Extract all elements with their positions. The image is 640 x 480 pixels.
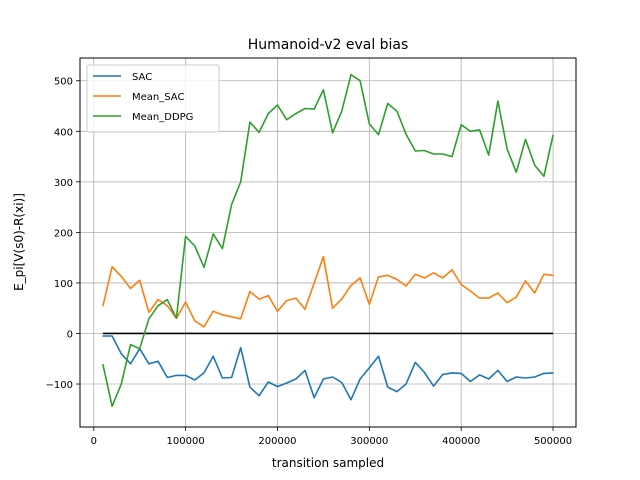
x-tick-label: 300000 — [350, 436, 388, 447]
legend-label-mean-sac: Mean_SAC — [132, 92, 184, 103]
legend: SAC Mean_SAC Mean_DDPG — [86, 64, 220, 133]
y-tick-label: 0 — [67, 329, 73, 340]
series-line-sac — [102, 335, 554, 401]
series-line-mean-sac — [102, 255, 554, 328]
x-tick-label: 500000 — [534, 436, 572, 447]
x-tick-label: 400000 — [442, 436, 480, 447]
y-tick-label: −100 — [46, 380, 73, 391]
y-axis-label: E_pi[V(s0)-R(xi)] — [12, 193, 26, 291]
y-tick-label: 400 — [54, 127, 73, 138]
series-line-mean-ddpg — [102, 73, 554, 408]
plot-frame — [79, 57, 577, 428]
x-tick-label: 200000 — [258, 436, 296, 447]
chart-title: Humanoid-v2 eval bias — [248, 37, 409, 53]
y-tick-label: 300 — [54, 178, 73, 189]
legend-label-mean-ddpg: Mean_DDPG — [132, 112, 193, 123]
y-tick-label: 100 — [54, 279, 73, 290]
x-axis-label: transition sampled — [272, 456, 384, 470]
x-tick-label: 100000 — [167, 436, 205, 447]
series-layer — [102, 73, 554, 408]
legend-label-sac: SAC — [132, 72, 152, 83]
x-tick-label: 0 — [91, 436, 97, 447]
y-tick-label: 500 — [54, 77, 73, 88]
y-tick-label: 200 — [54, 228, 73, 239]
ticks: 0 100000 200000 300000 400000 500000 −100 0 100 2… — [46, 77, 573, 447]
